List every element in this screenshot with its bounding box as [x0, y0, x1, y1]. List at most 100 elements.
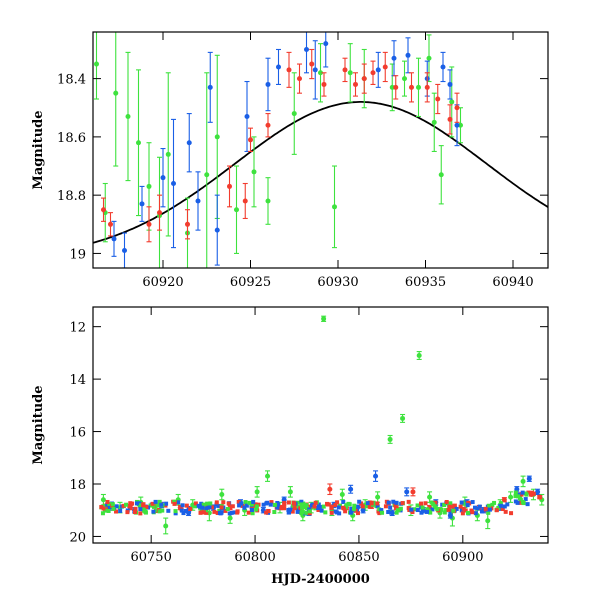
baseline-point	[218, 511, 223, 516]
baseline-point	[502, 504, 507, 509]
baseline-point	[254, 504, 259, 509]
baseline-point	[111, 506, 116, 511]
y-tick-label: 19	[69, 247, 86, 262]
red-data-point	[108, 212, 113, 237]
baseline-point	[394, 510, 399, 515]
baseline-point	[204, 510, 209, 515]
baseline-point	[141, 503, 146, 508]
green-data-point	[458, 107, 463, 144]
baseline-point	[242, 505, 247, 510]
baseline-point	[105, 499, 110, 504]
green-data-point	[449, 66, 455, 138]
baseline-point	[473, 511, 478, 516]
baseline-point	[114, 504, 119, 509]
baseline-point	[164, 501, 169, 506]
y-tick-label: 20	[69, 530, 86, 545]
baseline-point	[217, 508, 222, 513]
baseline-point	[226, 501, 231, 506]
baseline-point	[355, 511, 360, 516]
baseline-point	[157, 499, 162, 504]
red-data-point	[454, 92, 460, 123]
baseline-point	[323, 510, 328, 515]
baseline-point	[377, 511, 382, 516]
red-data-point	[370, 60, 376, 85]
baseline-point	[409, 507, 414, 512]
green-data-point	[204, 72, 210, 268]
y-tick-label: 18.4	[57, 73, 86, 88]
green-data-point	[332, 165, 337, 249]
baseline-point	[198, 510, 203, 515]
blue-data-point	[348, 484, 354, 494]
baseline-point	[200, 505, 205, 510]
baseline-point	[375, 504, 380, 509]
baseline-point	[299, 502, 304, 507]
baseline-point	[313, 500, 318, 505]
baseline-point	[498, 503, 503, 508]
baseline-point	[295, 504, 300, 509]
red-data-point	[265, 113, 271, 138]
baseline-point	[138, 507, 143, 512]
baseline-point	[291, 504, 296, 509]
red-data-point	[321, 72, 327, 97]
plot-frame	[92, 306, 549, 544]
red-data-point	[447, 104, 453, 135]
baseline-point	[406, 506, 411, 511]
blue-data-point	[526, 475, 532, 482]
baseline-point	[282, 501, 287, 506]
baseline-point	[144, 505, 149, 510]
baseline-point	[318, 504, 323, 509]
green-data-point	[254, 486, 260, 498]
baseline-point	[379, 508, 384, 513]
baseline-point	[106, 508, 111, 513]
baseline-point	[176, 500, 181, 505]
baseline-point	[479, 509, 484, 514]
baseline-point	[341, 505, 346, 510]
baseline-point	[150, 501, 155, 506]
baseline-point	[400, 501, 405, 506]
baseline-point	[254, 507, 259, 512]
baseline-point	[335, 500, 340, 505]
baseline-point	[365, 504, 370, 509]
green-data-point	[125, 51, 131, 182]
baseline-point	[486, 503, 491, 508]
blue-data-point	[405, 37, 411, 74]
baseline-point	[475, 506, 480, 511]
baseline-point	[357, 499, 362, 504]
baseline-point	[315, 505, 320, 510]
baseline-point	[524, 492, 529, 497]
blue-data-point	[265, 57, 271, 112]
baseline-point	[212, 509, 217, 514]
baseline-point	[460, 511, 465, 516]
baseline-point	[143, 510, 148, 515]
baseline-point	[154, 508, 159, 513]
baseline-point	[204, 508, 209, 513]
blue-data-point	[186, 113, 192, 173]
baseline-point	[275, 505, 280, 510]
baseline-point	[292, 506, 297, 511]
baseline-point	[227, 511, 232, 516]
baseline-point	[173, 509, 178, 514]
baseline-point	[383, 504, 388, 509]
baseline-point	[243, 500, 248, 505]
baseline-point	[333, 502, 338, 507]
baseline-point	[286, 510, 291, 515]
red-data-point	[101, 197, 106, 222]
green-data-point	[136, 69, 141, 217]
baseline-point	[251, 499, 256, 504]
red-data-point	[424, 72, 430, 103]
baseline-point	[219, 505, 224, 510]
baseline-point	[388, 505, 393, 510]
baseline-point	[355, 505, 360, 510]
baseline-point	[134, 501, 139, 506]
green-data-point	[251, 136, 257, 208]
baseline-point	[448, 501, 453, 506]
baseline-point	[300, 505, 305, 510]
baseline-point	[286, 500, 291, 505]
baseline-point	[286, 507, 291, 512]
baseline-point	[516, 494, 521, 499]
baseline-point	[435, 507, 440, 512]
x-tick-label: 60925	[230, 275, 271, 290]
baseline-point	[470, 500, 475, 505]
green-data-point	[400, 413, 406, 423]
baseline-point	[307, 504, 312, 509]
